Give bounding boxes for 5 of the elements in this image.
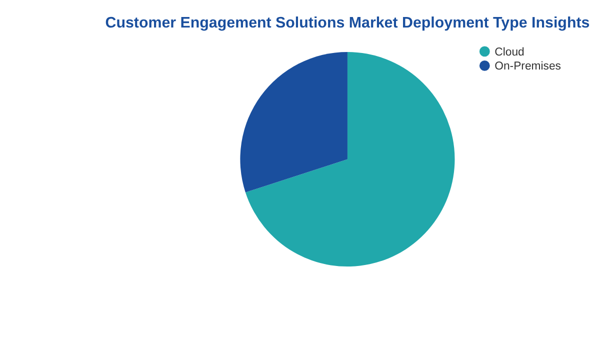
pie-slice [240, 52, 348, 192]
chart-title: Customer Engagement Solutions Market Deployment Type Insights [105, 14, 590, 32]
pie-slice [245, 52, 455, 266]
legend-label: Cloud [494, 46, 524, 58]
legend-label: On-Premises [494, 60, 562, 73]
